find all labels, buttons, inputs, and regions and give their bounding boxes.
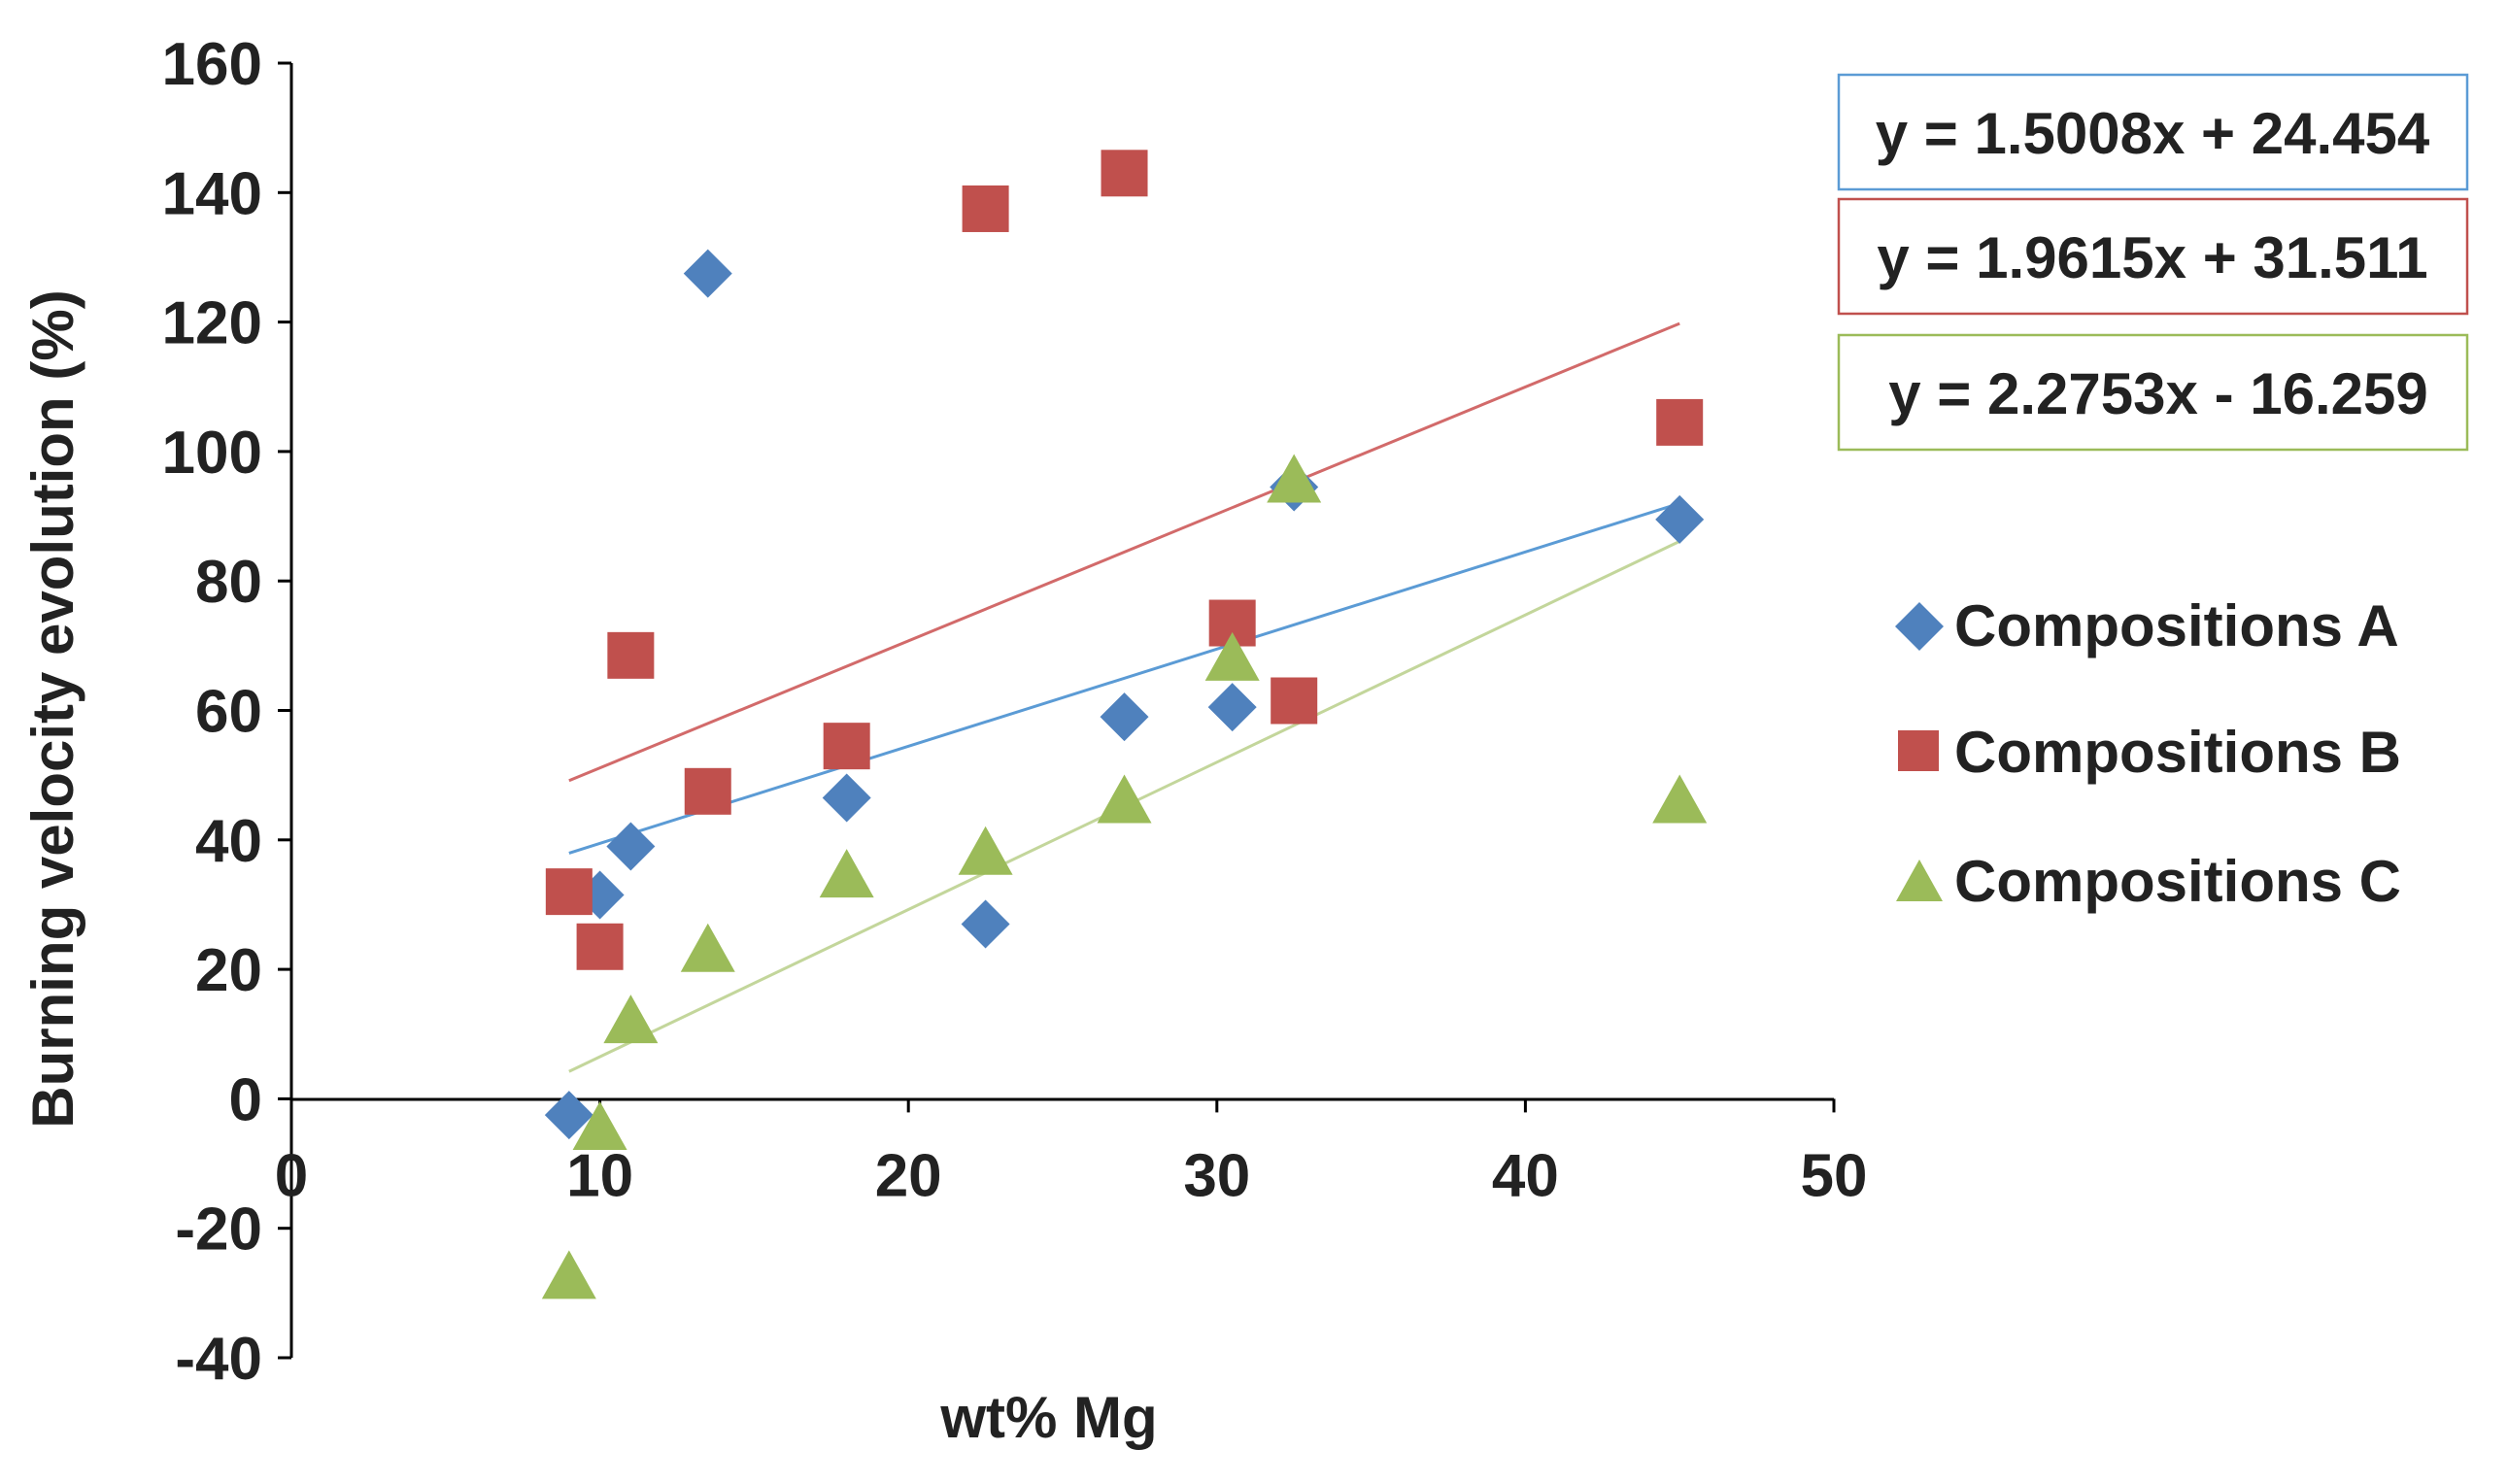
legend-label-c: Compositions C	[1954, 849, 2401, 914]
y-tick-label: 20	[195, 937, 262, 1004]
equation-b: y = 1.9615x + 31.511	[1877, 225, 2427, 290]
point-a	[961, 899, 1010, 949]
y-tick-label: 40	[195, 808, 262, 875]
x-tick-label: 0	[275, 1142, 308, 1209]
point-b	[1656, 398, 1704, 446]
x-tick-label: 20	[875, 1142, 942, 1209]
point-a	[606, 822, 656, 871]
y-tick-label: 100	[162, 420, 262, 487]
point-a	[544, 1091, 593, 1140]
legend-item-c: Compositions C	[1896, 849, 2401, 914]
equation-box-a: y = 1.5008x + 24.454	[1837, 73, 2469, 191]
trendline-a	[568, 501, 1680, 855]
point-c	[1652, 774, 1708, 824]
point-c	[958, 826, 1013, 875]
y-axis-ticks: -40 -20 0 20 40 60 80 100 120 140 160	[162, 31, 291, 1393]
point-b	[1101, 150, 1148, 197]
point-a	[1100, 692, 1149, 742]
y-tick-label: -20	[175, 1197, 262, 1264]
equation-a: y = 1.5008x + 24.454	[1876, 101, 2430, 166]
legend-item-a: Compositions A	[1895, 593, 2399, 658]
x-axis-ticks: 0 10 20 30 40 50	[275, 1098, 1868, 1209]
point-c	[1267, 454, 1322, 503]
x-tick-label: 30	[1183, 1142, 1250, 1209]
point-c	[819, 849, 874, 898]
legend-label-a: Compositions A	[1954, 593, 2399, 658]
point-b	[545, 868, 593, 916]
x-tick-label: 10	[566, 1142, 633, 1209]
legend-label-b: Compositions B	[1954, 720, 2401, 785]
y-tick-label: 60	[195, 679, 262, 746]
point-c	[1097, 774, 1152, 824]
point-c	[541, 1250, 596, 1299]
point-c	[1204, 631, 1260, 681]
x-tick-label: 40	[1492, 1142, 1559, 1209]
y-tick-label: 120	[162, 290, 262, 357]
y-tick-label: 160	[162, 31, 262, 98]
point-a	[822, 773, 871, 823]
equation-box-c: y = 2.2753x - 16.259	[1837, 333, 2469, 452]
point-b	[684, 767, 731, 815]
legend: Compositions A Compositions B Compositio…	[1895, 593, 2401, 914]
point-b	[962, 185, 1009, 232]
legend-item-b: Compositions B	[1898, 720, 2401, 785]
x-axis-title: wt% Mg	[939, 1385, 1157, 1450]
point-c	[572, 1101, 627, 1151]
y-tick-label: 0	[229, 1066, 262, 1133]
x-tick-label: 50	[1801, 1142, 1868, 1209]
point-b	[1271, 677, 1318, 725]
legend-diamond-icon	[1895, 602, 1944, 651]
y-tick-label: 140	[162, 160, 262, 227]
y-tick-label: -40	[175, 1326, 262, 1393]
point-a	[1655, 494, 1705, 544]
equation-c: y = 2.2753x - 16.259	[1888, 361, 2427, 426]
point-a	[683, 249, 732, 298]
legend-square-icon	[1898, 730, 1939, 771]
trendline-b	[568, 321, 1680, 783]
legend-triangle-icon	[1896, 860, 1943, 901]
point-c	[680, 923, 735, 972]
point-a	[1207, 683, 1257, 732]
point-b	[576, 923, 624, 970]
point-b	[607, 631, 655, 679]
y-axis-title: Burning velocity evolution (%)	[20, 289, 85, 1128]
data-markers	[541, 150, 1708, 1299]
y-tick-label: 80	[195, 549, 262, 616]
equation-box-b: y = 1.9615x + 31.511	[1837, 197, 2469, 316]
point-b	[823, 723, 870, 770]
point-c	[603, 995, 659, 1044]
